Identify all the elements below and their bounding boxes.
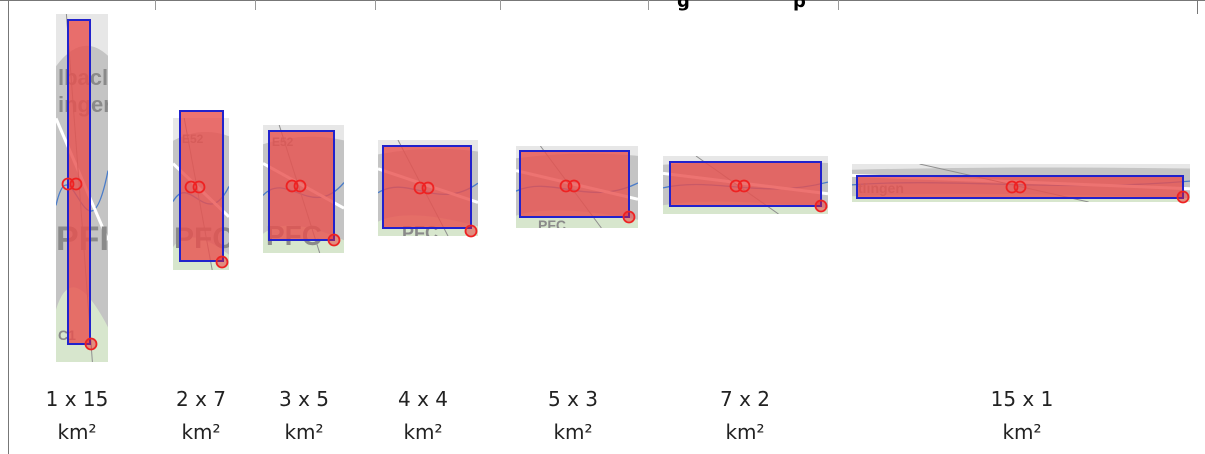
header-tick xyxy=(648,0,649,10)
caption-5x3: 5 x 3 km² xyxy=(513,383,633,449)
caption-1x15: 1 x 15 km² xyxy=(17,383,137,449)
caption-3x5: 3 x 5 km² xyxy=(244,383,364,449)
right-frame-line xyxy=(1197,0,1198,14)
caption-unit: km² xyxy=(553,420,593,444)
header-title-fragment: p xyxy=(793,0,806,12)
centre-marker xyxy=(559,179,573,193)
caption-dims: 3 x 5 xyxy=(279,387,329,411)
corner-marker xyxy=(464,224,478,238)
centre-marker xyxy=(192,180,206,194)
centre-marker xyxy=(69,177,83,191)
header-tick xyxy=(255,0,256,10)
corner-marker xyxy=(215,255,229,269)
caption-unit: km² xyxy=(57,420,97,444)
caption-unit: km² xyxy=(284,420,324,444)
header-tick xyxy=(500,0,501,10)
centre-marker xyxy=(567,179,581,193)
area-rectangle xyxy=(382,145,472,229)
caption-2x7: 2 x 7 km² xyxy=(141,383,261,449)
corner-marker xyxy=(622,210,636,224)
caption-unit: km² xyxy=(403,420,443,444)
area-panel-5x3: PFC xyxy=(516,146,638,233)
centre-marker xyxy=(421,181,435,195)
caption-15x1: 15 x 1 km² xyxy=(962,383,1082,449)
area-panel-3x5: E52PFC xyxy=(263,125,344,253)
area-rectangle xyxy=(669,161,822,207)
caption-7x2: 7 x 2 km² xyxy=(685,383,805,449)
area-rectangle xyxy=(519,150,630,218)
area-panel-4x4: PFC xyxy=(378,140,478,238)
caption-dims: 4 x 4 xyxy=(398,387,448,411)
area-panel-1x15: lbaclingerPFIC1 xyxy=(56,14,108,362)
caption-unit: km² xyxy=(181,420,221,444)
corner-marker xyxy=(84,337,98,351)
map-light-area xyxy=(852,164,1190,170)
centre-marker xyxy=(1013,180,1027,194)
area-panel-7x2 xyxy=(663,156,828,214)
centre-marker xyxy=(729,179,743,193)
header-tick xyxy=(375,0,376,10)
centre-marker xyxy=(737,179,751,193)
map-light-area xyxy=(663,156,828,165)
header-tick xyxy=(838,0,839,10)
centre-marker xyxy=(61,177,75,191)
corner-marker xyxy=(1176,190,1190,204)
caption-dims: 7 x 2 xyxy=(720,387,770,411)
corner-marker xyxy=(327,233,341,247)
area-rectangle xyxy=(179,110,224,262)
caption-4x4: 4 x 4 km² xyxy=(363,383,483,449)
centre-marker xyxy=(1005,180,1019,194)
caption-dims: 15 x 1 xyxy=(990,387,1054,411)
caption-dims: 5 x 3 xyxy=(548,387,598,411)
area-panel-2x7: E52PFC xyxy=(173,110,229,270)
caption-dims: 1 x 15 xyxy=(45,387,109,411)
area-rectangle xyxy=(268,130,335,241)
map-label: PFC xyxy=(538,217,566,233)
area-panel-15x1: tlingen xyxy=(852,164,1190,204)
left-frame-line xyxy=(8,0,9,454)
area-rectangle xyxy=(67,19,91,345)
centre-marker xyxy=(285,179,299,193)
caption-dims: 2 x 7 xyxy=(176,387,226,411)
caption-unit: km² xyxy=(1002,420,1042,444)
centre-marker xyxy=(413,181,427,195)
caption-unit: km² xyxy=(725,420,765,444)
header-tick xyxy=(155,0,156,10)
centre-marker xyxy=(184,180,198,194)
area-rectangle xyxy=(856,175,1184,199)
corner-marker xyxy=(814,199,828,213)
header-title-fragment: g xyxy=(677,0,690,12)
top-frame-line xyxy=(0,0,1205,1)
centre-marker xyxy=(293,179,307,193)
